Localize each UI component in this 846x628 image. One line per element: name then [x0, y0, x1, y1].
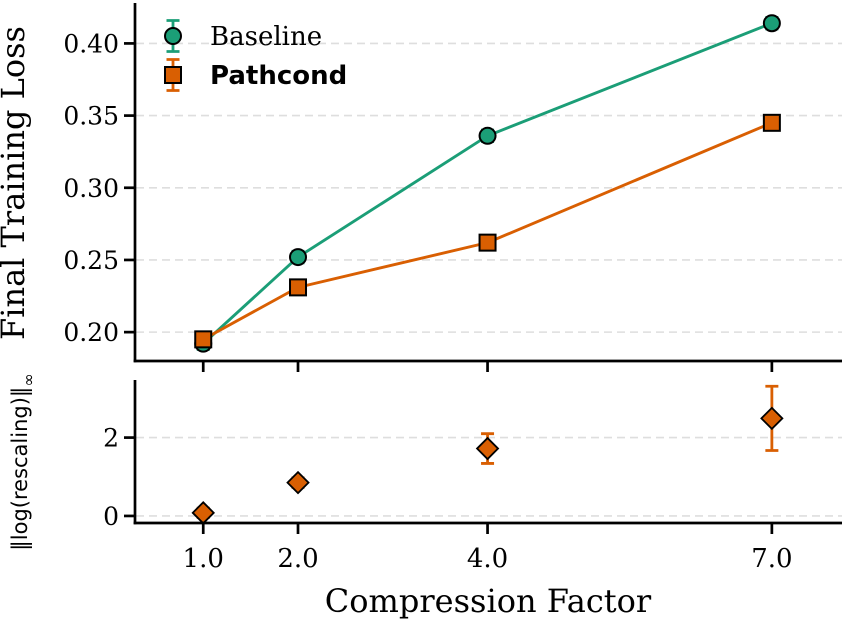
y-tick-label: 0.20 [63, 318, 119, 347]
bottom-plot-area: 0 2 1.0 2.0 4.0 7.0 [103, 380, 842, 574]
pathcond-line [201, 121, 774, 341]
log-rescaling-inf-norm-marker [286, 470, 310, 495]
pathcond-marker [762, 113, 781, 132]
x-tick-label: 1.0 [183, 544, 224, 574]
legend-entry-baseline: Baseline [164, 19, 322, 53]
pathcond-marker [194, 330, 213, 349]
legend-label-baseline: Baseline [210, 22, 322, 52]
log-rescaling-inf-norm-marker [760, 406, 784, 431]
pathcond-marker-icon [164, 66, 182, 84]
baseline-marker [478, 126, 497, 145]
x-tick-label: 4.0 [467, 544, 508, 574]
bottom-y-axis-label: ‖log(rescaling)‖∞ [8, 373, 38, 550]
y-tick-label: 0.35 [63, 102, 119, 131]
baseline-marker [289, 248, 308, 267]
infinity-subscript: ∞ [19, 373, 38, 386]
baseline-line [201, 21, 774, 346]
baseline-marker [762, 14, 781, 33]
bottom-y-axis-label-main: ‖log(rescaling)‖ [8, 387, 33, 551]
x-tick-label: 2.0 [277, 544, 318, 574]
log-rescaling-inf-norm-marker [191, 501, 216, 525]
pathcond-marker [478, 233, 497, 252]
legend-label-pathcond: Pathcond [210, 61, 347, 91]
legend: Baseline Pathcond [164, 19, 347, 92]
top-plot-area: 0.20 0.25 0.30 0.35 0.40 [63, 3, 842, 372]
y-tick-label: 0.40 [63, 29, 119, 58]
log-rescaling-inf-norm-marker [475, 436, 500, 461]
y-tick-label: 0.25 [63, 246, 119, 275]
x-tick-label: 7.0 [751, 544, 792, 574]
y-tick-label: 2 [103, 424, 119, 453]
baseline-marker-icon [164, 27, 182, 45]
top-y-axis-label: Final Training Loss [0, 26, 32, 340]
y-tick-label: 0 [103, 502, 119, 531]
x-axis-label: Compression Factor [325, 582, 652, 620]
y-tick-label: 0.30 [63, 174, 119, 203]
pathcond-marker [289, 278, 308, 297]
legend-entry-pathcond: Pathcond [164, 58, 347, 92]
